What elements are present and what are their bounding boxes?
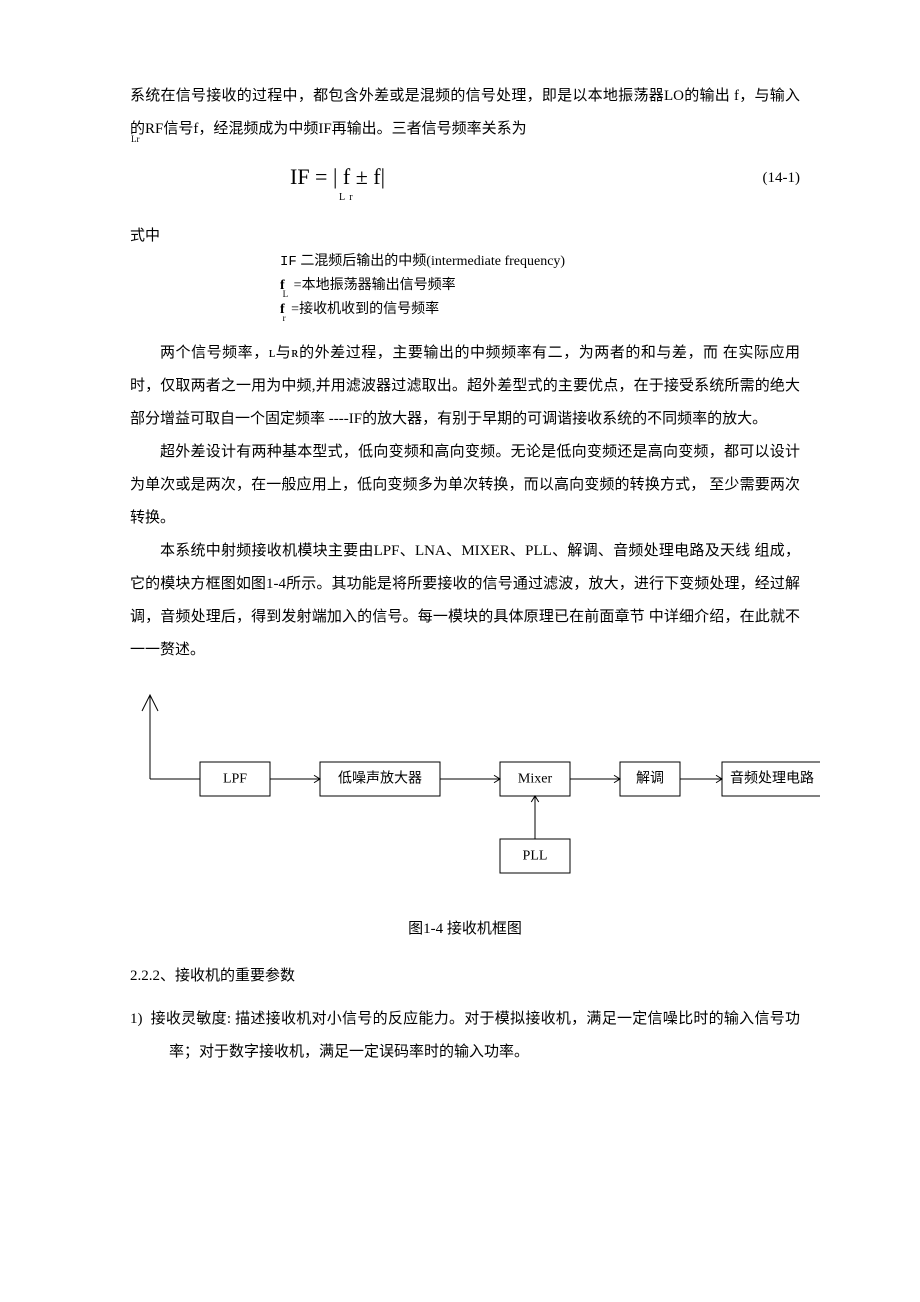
def1-symbol: IF: [280, 254, 297, 270]
where-label: 式中: [130, 224, 800, 245]
svg-text:Mixer: Mixer: [518, 772, 553, 787]
definitions: IF 二混频后输出的中频(intermediate frequency) fL …: [280, 251, 800, 323]
li1-number: 1): [130, 1011, 143, 1027]
def-row-3: fr =接收机收到的信号频率: [280, 299, 800, 323]
paragraph-2: 两个信号频率，ʟ与ʀ的外差过程，主要输出的中频频率有二，为两者的和与差，而 在实…: [130, 337, 800, 436]
li1-text: 接收灵敏度: 描述接收机对小信号的反应能力。对于模拟接收机，满足一定信噪比时的输…: [151, 1011, 800, 1060]
def3-text: =接收机收到的信号频率: [291, 302, 439, 317]
equation-number: (14-1): [763, 170, 801, 187]
def3-sub: r: [283, 313, 286, 323]
def-row-2: fL =本地振荡器输出信号频率: [280, 275, 800, 299]
block-diagram: LPF低噪声放大器Mixer解调音频处理电路PLL: [130, 689, 800, 889]
equation-main: IF = | f ± f|: [290, 164, 385, 190]
page-content: 系统在信号接收的过程中，都包含外差或是混频的信号处理，即是以本地振荡器LO的输出…: [0, 0, 920, 1129]
paragraph-3: 超外差设计有两种基本型式，低向变频和高向变频。无论是低向变频还是高向变频，都可以…: [130, 436, 800, 535]
subheading: 2.2.2、接收机的重要参数: [130, 964, 800, 985]
svg-text:LPF: LPF: [223, 772, 247, 787]
def2-sub: L: [283, 289, 289, 299]
paragraph-1: 系统在信号接收的过程中，都包含外差或是混频的信号处理，即是以本地振荡器LO的输出…: [130, 80, 800, 146]
p1-sub: Lr: [131, 134, 140, 144]
p1-text: 系统在信号接收的过程中，都包含外差或是混频的信号处理，即是以本地振荡器LO的输出…: [130, 88, 800, 137]
paragraph-4: 本系统中射频接收机模块主要由LPF、LNA、MIXER、PLL、解调、音频处理电…: [130, 535, 800, 667]
receiver-diagram-svg: LPF 低噪声放大器 Mixer 解调 音频处理电路 PLL: [130, 689, 820, 889]
equation-block: IF = | f ± f| L r (14-1): [130, 164, 800, 214]
figure-caption: 图1-4 接收机框图: [130, 917, 800, 938]
svg-text:低噪声放大器: 低噪声放大器: [338, 771, 422, 787]
svg-text:PLL: PLL: [523, 849, 548, 864]
equation-subscript: L r: [339, 192, 354, 203]
def2-text: =本地振荡器输出信号频率: [294, 278, 456, 293]
def-row-1: IF 二混频后输出的中频(intermediate frequency): [280, 251, 800, 275]
svg-text:解调: 解调: [636, 771, 664, 787]
list-item-1: 1) 接收灵敏度: 描述接收机对小信号的反应能力。对于模拟接收机，满足一定信噪比…: [130, 1003, 800, 1069]
def1-text: 二混频后输出的中频(intermediate frequency): [300, 254, 565, 269]
svg-text:音频处理电路: 音频处理电路: [730, 770, 814, 787]
